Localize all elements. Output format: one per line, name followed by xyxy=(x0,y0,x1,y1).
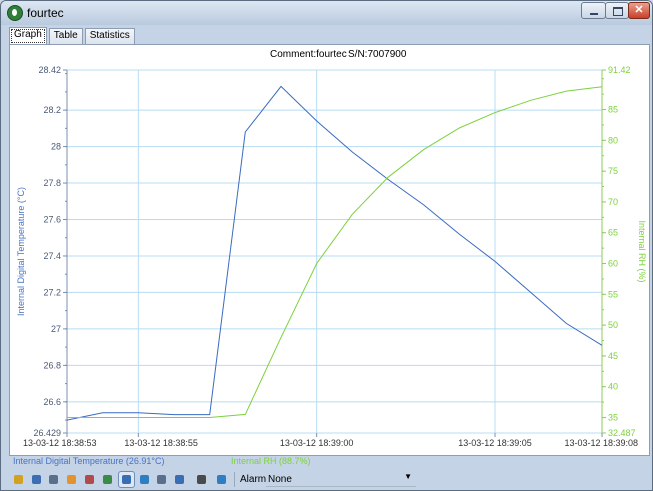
chart-serial-number: S/N:7007900 xyxy=(348,49,407,60)
x-tick-label: 13-03-12 18:38:55 xyxy=(124,438,198,448)
right-axis-title: Internal RH (%) xyxy=(637,220,647,282)
x-tick-label: 13-03-12 18:39:00 xyxy=(280,438,354,448)
chart-comment: Comment:fourtec xyxy=(270,49,347,60)
close-icon: ✕ xyxy=(634,4,644,16)
left-tick-label: 27.8 xyxy=(43,178,61,188)
chevron-down-icon: ▼ xyxy=(404,472,412,481)
alarm-label: Alarm xyxy=(240,474,267,485)
line-chart[interactable]: Comment:fourtec S/N:7007900 28.42 28.2 28 27.… xyxy=(10,45,649,455)
right-tick-label: 85 xyxy=(608,105,618,115)
pen-icon[interactable] xyxy=(11,472,26,487)
temperature-series-line xyxy=(66,85,603,421)
left-tick-label: 28.42 xyxy=(38,65,61,75)
tab-table[interactable]: Table xyxy=(48,28,83,44)
right-tick-label: 50 xyxy=(608,320,618,330)
cut-icon[interactable] xyxy=(194,472,209,487)
x-tick-label: 13-03-12 18:39:05 xyxy=(458,438,532,448)
right-tick-label: 55 xyxy=(608,289,618,299)
graph-pane: Comment:fourtec S/N:7007900 28.42 28.2 28 27.… xyxy=(9,44,650,456)
left-tick-label: 27 xyxy=(51,324,61,334)
hand-icon[interactable] xyxy=(64,472,79,487)
print-icon[interactable] xyxy=(154,472,169,487)
left-tick-label: 26.8 xyxy=(43,360,61,370)
right-tick-label: 32.487 xyxy=(608,428,636,438)
toolbar-separator xyxy=(234,472,235,487)
left-tick-label: 28.2 xyxy=(43,105,61,115)
tab-graph[interactable]: Graph xyxy=(9,27,47,45)
right-tick-label: 75 xyxy=(608,166,618,176)
left-tick-label: 27.6 xyxy=(43,215,61,225)
right-tick-label: 45 xyxy=(608,351,618,361)
minimize-button[interactable] xyxy=(581,2,606,19)
sensor-right-icon[interactable] xyxy=(100,472,115,487)
x-tick-label: 13-03-12 18:38:53 xyxy=(23,438,97,448)
left-tick-label: 27.4 xyxy=(43,251,61,261)
satellite-icon[interactable] xyxy=(214,472,229,487)
right-tick-label: 70 xyxy=(608,197,618,207)
alarm-select-value: None xyxy=(268,474,292,485)
window-title: fourtec xyxy=(27,6,64,20)
app-icon xyxy=(7,5,23,21)
view-tabs: Graph Table Statistics xyxy=(9,27,137,45)
title-bar[interactable]: fourtec ✕ xyxy=(1,1,652,25)
sensor-left-icon[interactable] xyxy=(82,472,97,487)
left-tick-label: 27.2 xyxy=(43,287,61,297)
left-axis-title: Internal Digital Temperature (°C) xyxy=(16,187,26,316)
zoom-area-icon[interactable] xyxy=(29,472,44,487)
marker-icon[interactable] xyxy=(137,472,152,487)
x-tick-label: 13-03-12 18:39:08 xyxy=(564,438,638,448)
right-tick-label: 40 xyxy=(608,382,618,392)
tab-statistics[interactable]: Statistics xyxy=(84,28,135,44)
list-icon[interactable] xyxy=(172,472,187,487)
grid-icon[interactable] xyxy=(118,471,135,488)
humidity-series-line xyxy=(67,86,603,418)
left-tick-label: 26.6 xyxy=(43,397,61,407)
right-tick-label: 65 xyxy=(608,228,618,238)
right-tick-label: 60 xyxy=(608,259,618,269)
alarm-select[interactable]: None ▼ xyxy=(266,471,416,487)
magnifier-icon[interactable] xyxy=(46,472,61,487)
close-button[interactable]: ✕ xyxy=(628,2,650,19)
maximize-button[interactable] xyxy=(605,2,629,19)
left-tick-label: 28 xyxy=(51,142,61,152)
legend-humidity: Internal RH (88.7%) xyxy=(231,456,311,466)
legend-temperature: Internal Digital Temperature (26.91°C) xyxy=(13,456,165,466)
right-tick-label: 80 xyxy=(608,135,618,145)
left-tick-label: 26.429 xyxy=(33,428,61,438)
bottom-toolbar: Alarm None ▼ xyxy=(8,469,652,490)
right-tick-label: 35 xyxy=(608,413,618,423)
right-tick-label: 91.42 xyxy=(608,65,631,75)
